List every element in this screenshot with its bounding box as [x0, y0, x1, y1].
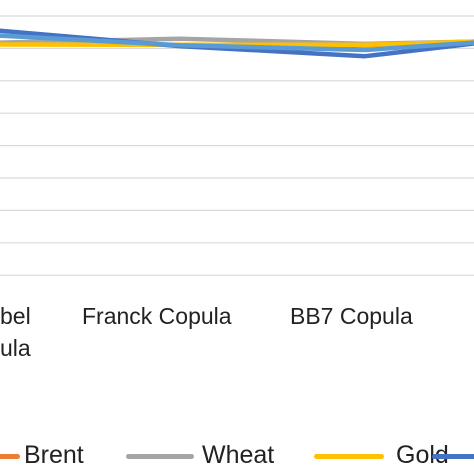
series-line-unnamed-3 — [0, 28, 474, 59]
legend-swatch-brent — [0, 454, 20, 459]
gridlines — [0, 15, 474, 276]
x-tick-label: bel ula — [0, 303, 31, 361]
x-tick-label: Franck Copula — [82, 303, 232, 329]
legend-label-brent: Brent — [24, 441, 84, 469]
legend-swatch-wheat — [126, 454, 194, 459]
legend-entry-brent: Brent — [0, 438, 110, 472]
legend-entry-cut-off — [432, 438, 474, 472]
series-line-gold — [0, 39, 474, 48]
legend-label-wheat: Wheat — [202, 441, 275, 469]
legend-swatch-cut-off — [432, 454, 474, 459]
legend-entry-wheat: Wheat — [126, 438, 296, 472]
series-lines — [0, 28, 474, 59]
legend-entry-gold: Gold — [314, 438, 474, 472]
legend-swatch-gold — [314, 454, 384, 459]
x-tick-label: BB7 Copula — [290, 303, 413, 329]
series-line-unnamed-4 — [0, 33, 474, 53]
